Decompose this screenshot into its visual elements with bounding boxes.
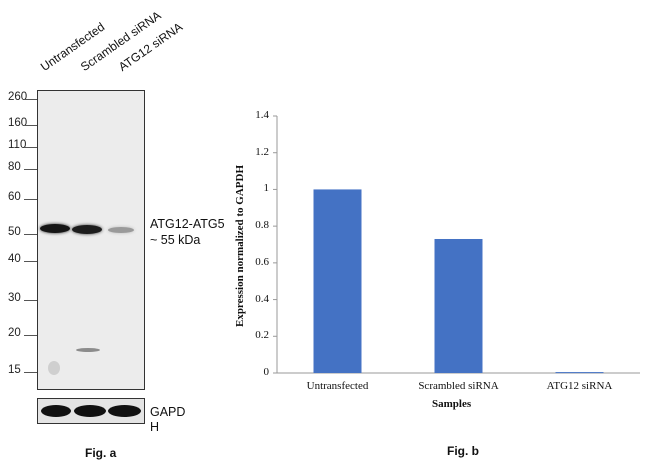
bar-scrambled-sirna	[434, 238, 483, 373]
mw-tick	[24, 300, 38, 301]
y-tick-label: 0.6	[255, 255, 269, 268]
bar-untransfected	[313, 189, 362, 373]
y-tick-label: 1.2	[255, 145, 269, 158]
mw-tick	[24, 372, 38, 373]
band-untransfected	[40, 224, 70, 233]
band-scrambled-sirna	[72, 225, 102, 234]
band-label-size: ~ 55 kDa	[150, 233, 201, 247]
band-atg12-sirna	[108, 227, 134, 233]
mw-tick	[24, 234, 38, 235]
x-category-label: ATG12 siRNA	[546, 380, 613, 392]
mw-marker-30: 30	[8, 292, 21, 304]
mw-tick	[24, 261, 38, 262]
mw-marker-80: 80	[8, 161, 21, 173]
mw-tick	[24, 199, 38, 200]
bar-atg12-sirna	[555, 372, 604, 374]
mw-tick	[24, 125, 38, 126]
band-faint-low	[76, 348, 100, 352]
mw-marker-20: 20	[8, 327, 21, 339]
mw-tick	[24, 169, 38, 170]
x-category-label: Untransfected	[306, 380, 369, 392]
y-axis-title: Expression normalized to GAPDH	[234, 164, 246, 328]
y-tick-label: 0.2	[255, 329, 269, 342]
mw-tick	[24, 335, 38, 336]
gapdh-band-2	[74, 405, 106, 417]
x-category-label: Scrambled siRNA	[418, 380, 499, 392]
mw-marker-15: 15	[8, 364, 21, 376]
fig-a-caption: Fig. a	[85, 446, 117, 460]
y-tick-label: 0.4	[255, 292, 269, 305]
mw-tick	[24, 147, 38, 148]
gapdh-band-1	[41, 405, 71, 417]
blot-membrane	[37, 90, 145, 390]
mw-marker-160: 160	[8, 117, 28, 129]
band-label-name: ATG12-ATG5	[150, 217, 225, 231]
gapdh-band-3	[108, 405, 141, 417]
mw-marker-260: 260	[8, 91, 28, 103]
fig-b-caption: Fig. b	[447, 444, 479, 458]
x-axis-title: Samples	[432, 398, 472, 410]
loading-control-label-2: H	[150, 420, 160, 434]
mw-marker-50: 50	[8, 226, 21, 238]
mw-marker-110: 110	[8, 139, 27, 151]
mw-tick	[24, 99, 38, 100]
mw-marker-40: 40	[8, 253, 21, 265]
band-faint-smear	[48, 361, 60, 375]
y-tick-label: 0.8	[255, 219, 269, 232]
y-tick-label: 1	[263, 182, 270, 195]
gapdh-blot	[37, 398, 145, 424]
y-tick-label: 1.4	[255, 109, 269, 121]
mw-marker-60: 60	[8, 191, 21, 203]
y-tick-label: 0	[263, 366, 270, 378]
loading-control-label-1: GAPD	[150, 405, 186, 419]
